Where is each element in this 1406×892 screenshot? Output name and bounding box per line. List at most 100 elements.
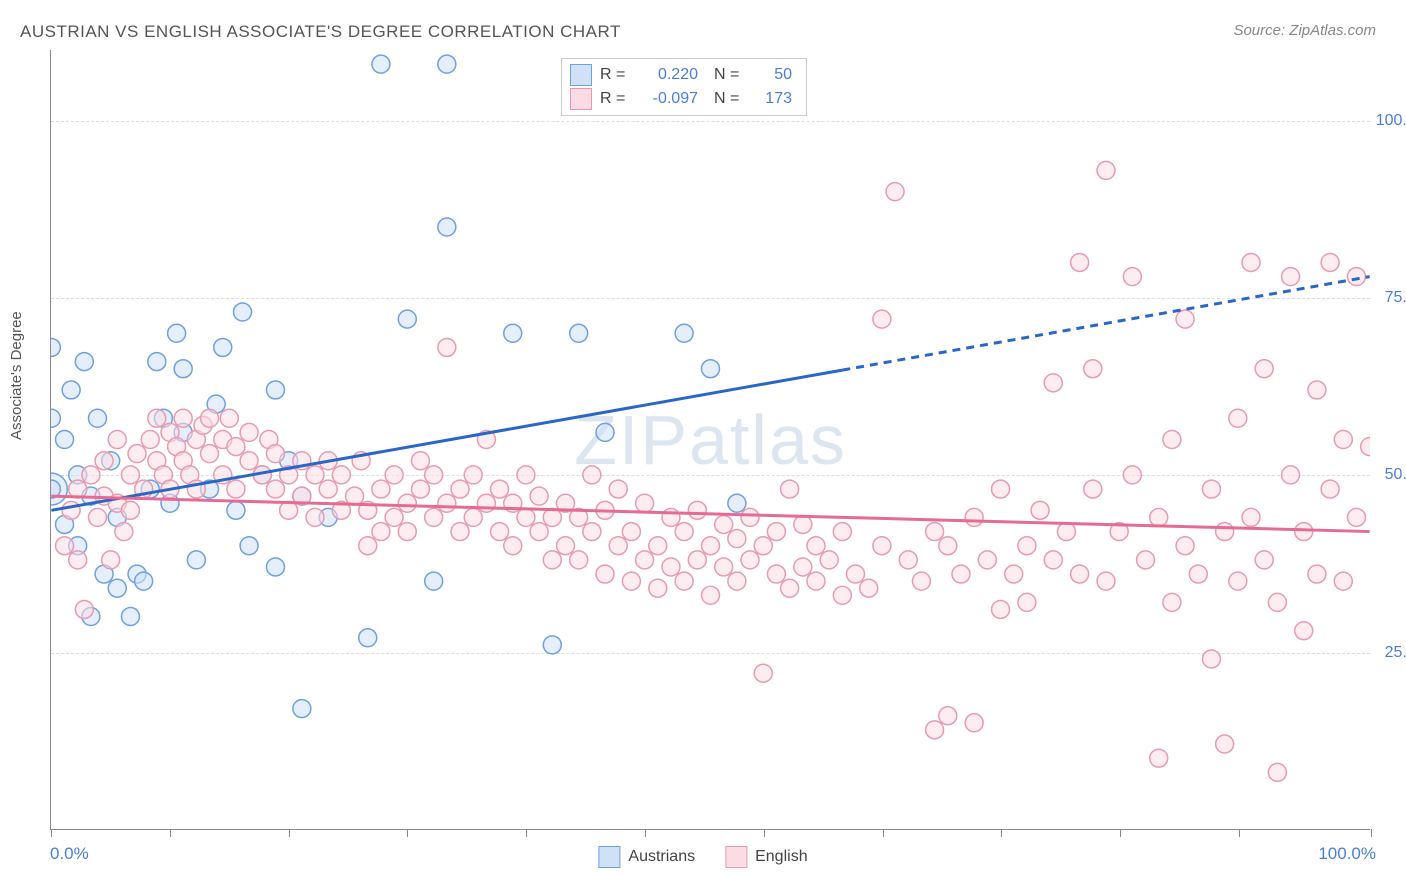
data-point [491,523,509,541]
data-point [649,579,667,597]
data-point [201,409,219,427]
x-axis-min: 0.0% [50,844,89,864]
data-point [767,565,785,583]
data-point [102,551,120,569]
data-point [517,508,535,526]
data-point [1242,508,1260,526]
data-point [141,431,159,449]
legend-row: R =-0.097N =173 [570,87,792,111]
legend-label: Austrians [628,848,695,865]
source-label: Source: ZipAtlas.com [1233,22,1376,39]
x-tick [1001,829,1002,837]
data-point [794,558,812,576]
data-point [1202,650,1220,668]
data-point [1005,565,1023,583]
data-point [234,303,252,321]
data-point [121,608,139,626]
data-point [88,409,106,427]
data-point [702,360,720,378]
legend-r-value: -0.097 [638,90,698,108]
data-point [1229,572,1247,590]
data-point [715,558,733,576]
data-point [1018,593,1036,611]
data-point [1282,466,1300,484]
data-point [781,480,799,498]
data-point [148,353,166,371]
data-point [1031,501,1049,519]
data-point [135,572,153,590]
data-point [306,508,324,526]
data-point [1361,438,1370,456]
data-point [372,523,390,541]
legend-label: English [755,848,807,865]
data-point [385,466,403,484]
data-point [688,551,706,569]
data-point [121,466,139,484]
data-point [372,480,390,498]
data-point [1137,551,1155,569]
legend-swatch [598,846,620,868]
data-point [332,466,350,484]
data-point [899,551,917,569]
data-point [425,572,443,590]
data-point [1150,749,1168,767]
data-point [1123,466,1141,484]
data-point [754,537,772,555]
data-point [51,409,60,427]
x-tick [526,829,527,837]
data-point [504,324,522,342]
data-point [1150,508,1168,526]
legend-swatch [570,88,592,110]
data-point [662,558,680,576]
data-point [741,508,759,526]
data-point [939,707,957,725]
data-point [1334,431,1352,449]
data-point [411,452,429,470]
data-point [741,551,759,569]
x-tick [51,829,52,837]
data-point [1308,565,1326,583]
x-tick [1120,829,1121,837]
data-point [530,487,548,505]
data-point [675,324,693,342]
data-point [227,501,245,519]
data-point [201,445,219,463]
y-tick-label: 50.0% [1385,466,1406,484]
data-point [1282,268,1300,286]
data-point [266,445,284,463]
data-point [451,523,469,541]
legend-swatch [725,846,747,868]
data-point [728,494,746,512]
x-tick [645,829,646,837]
data-point [266,381,284,399]
data-point [1268,763,1286,781]
plot-area: ZIPatlas R =0.220N =50R =-0.097N =173 25… [50,50,1370,830]
data-point [530,523,548,541]
data-point [886,183,904,201]
x-axis-max: 100.0% [1318,844,1376,864]
data-point [662,508,680,526]
data-point [115,523,133,541]
data-point [767,523,785,541]
data-point [636,551,654,569]
data-point [1321,480,1339,498]
legend-r-label: R = [600,66,630,84]
data-point [1268,593,1286,611]
data-point [1071,565,1089,583]
data-point [240,452,258,470]
data-point [1255,360,1273,378]
data-point [1163,593,1181,611]
data-point [148,409,166,427]
data-point [56,537,74,555]
data-point [491,480,509,498]
x-tick [764,829,765,837]
data-point [62,501,80,519]
data-point [69,551,87,569]
data-point [82,466,100,484]
data-point [293,700,311,718]
data-point [1044,374,1062,392]
data-point [51,338,60,356]
data-point [1071,253,1089,271]
data-point [702,537,720,555]
data-point [174,409,192,427]
